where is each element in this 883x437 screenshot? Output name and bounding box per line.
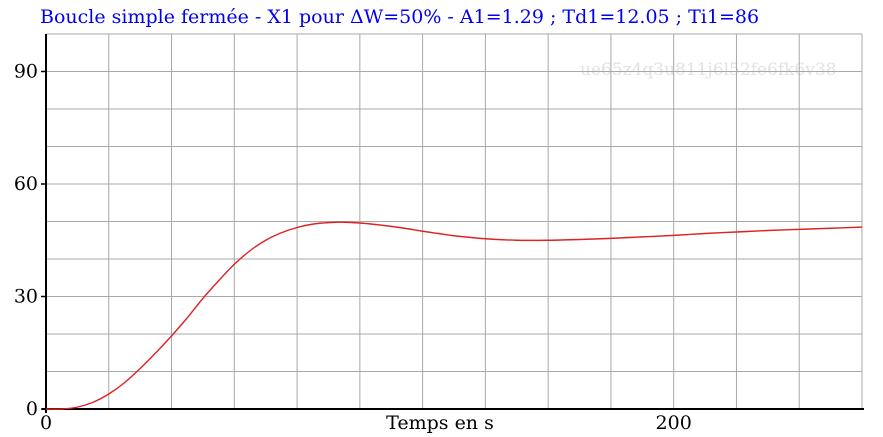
y-tick-label: 30 — [14, 286, 38, 308]
x-tick-label: 200 — [656, 412, 692, 434]
grid-lines — [46, 33, 863, 409]
x-tick-label: 0 — [40, 412, 52, 434]
tick-labels: 0 30 60 90 0 200 — [14, 61, 692, 435]
axes — [42, 34, 864, 413]
y-tick-label: 90 — [14, 61, 38, 83]
series — [45, 221, 863, 410]
y-tick-label: 60 — [14, 173, 38, 195]
chart-title: Boucle simple fermée - X1 pour ΔW=50% - … — [40, 6, 760, 28]
watermark: ue65z4q3u811j6l52fe6fk6v38 — [580, 60, 837, 80]
x-axis-label: Temps en s — [386, 412, 494, 434]
series-line — [45, 221, 863, 410]
y-tick-label: 0 — [26, 398, 38, 420]
